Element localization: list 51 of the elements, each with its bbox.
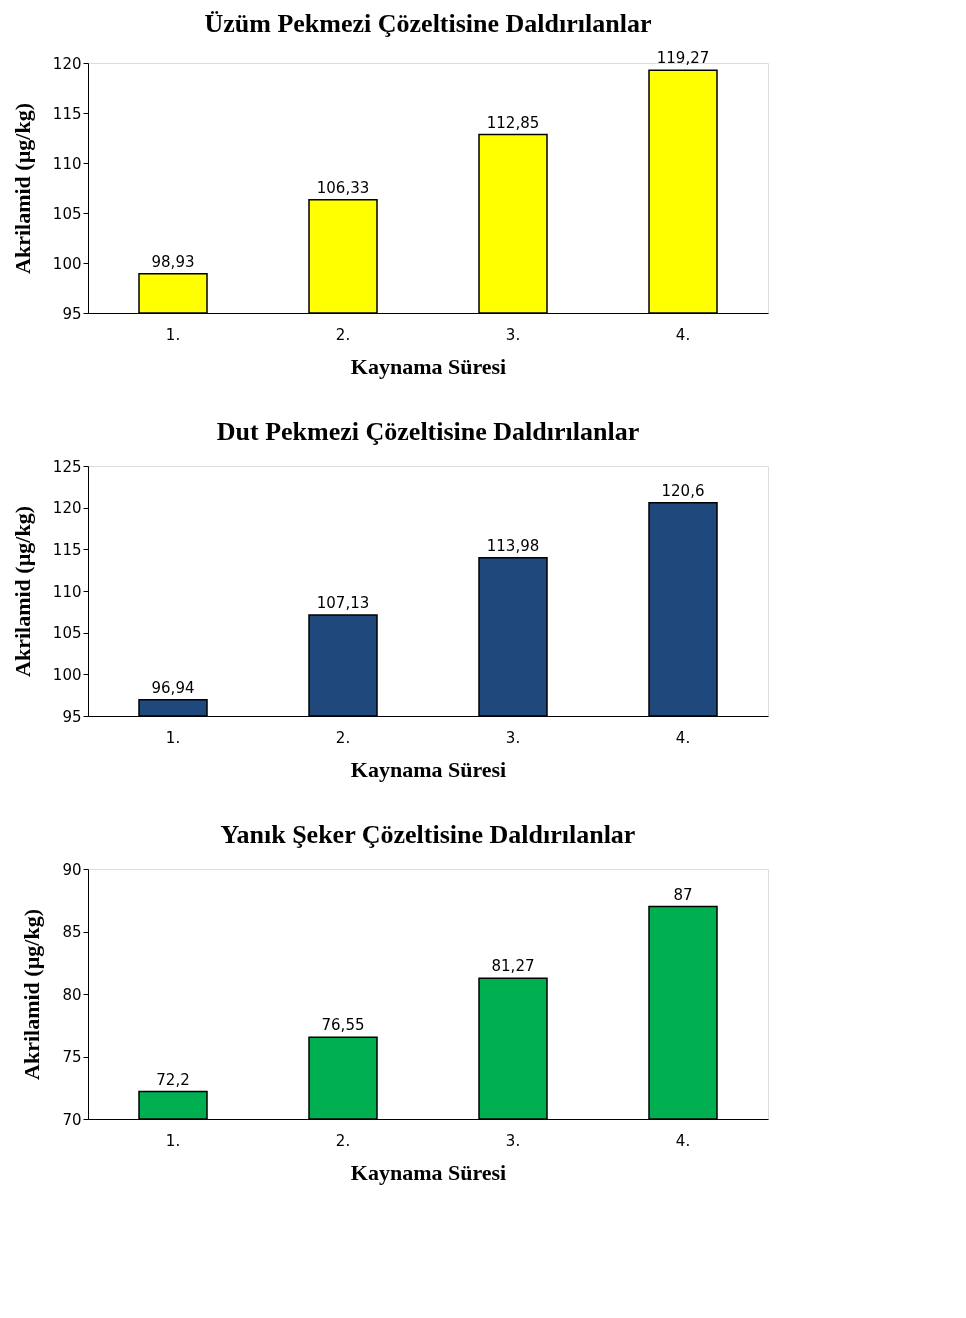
data-label: 120,6	[661, 481, 705, 500]
x-tick-label: 3.	[505, 728, 521, 747]
y-tick-label: 80	[62, 985, 82, 1004]
y-tick-label: 70	[62, 1110, 82, 1129]
y-tick-label: 75	[62, 1048, 82, 1066]
x-tick-label: 1.	[165, 1131, 181, 1150]
data-label: 72,2	[156, 1070, 190, 1089]
y-tick-label: 105	[52, 204, 82, 223]
x-axis-title: Kaynama Süresi	[350, 756, 507, 782]
y-tick-label: 115	[52, 540, 82, 559]
y-tick-label: 100	[52, 254, 82, 273]
y-tick-label: 85	[62, 923, 82, 941]
y-tick-label: 100	[52, 665, 82, 684]
y-axis-title: Akrilamid (µg/kg)	[19, 909, 45, 1080]
x-tick-label: 4.	[675, 728, 691, 747]
data-label: 81,27	[491, 957, 535, 976]
x-tick-label: 1.	[165, 728, 181, 747]
y-tick-label: 115	[52, 104, 82, 123]
x-tick-label: 2.	[335, 728, 351, 747]
y-axis-title: Akrilamid (µg/kg)	[9, 103, 35, 274]
data-label: 107,13	[316, 593, 370, 612]
x-tick-label: 4.	[675, 1131, 691, 1150]
y-axis-title: Akrilamid (µg/kg)	[9, 506, 35, 677]
data-label: 87	[673, 885, 693, 904]
data-label: 113,98	[486, 536, 540, 555]
y-tick-label: 110	[52, 154, 82, 173]
x-tick-label: 4.	[675, 325, 691, 344]
data-label: 112,85	[486, 113, 540, 132]
data-label: 96,94	[151, 678, 195, 697]
y-tick-label: 90	[62, 860, 82, 879]
x-tick-label: 3.	[505, 325, 521, 344]
chart-title: Yanık Şeker Çözeltisine Daldırılanlar	[220, 820, 636, 849]
y-tick-label: 110	[52, 582, 82, 601]
data-label: 119,27	[656, 49, 710, 68]
x-tick-label: 1.	[165, 325, 181, 344]
y-tick-label: 95	[62, 707, 82, 726]
x-axis-title: Kaynama Süresi	[350, 1159, 507, 1185]
data-label: 106,33	[316, 178, 370, 197]
x-tick-label: 2.	[335, 325, 351, 344]
y-tick-label: 95	[62, 304, 82, 323]
data-label: 98,93	[151, 252, 195, 271]
y-tick-label: 120	[52, 54, 82, 73]
y-tick-label: 105	[52, 624, 82, 643]
y-tick-label: 125	[52, 457, 82, 476]
data-label: 76,55	[321, 1016, 365, 1035]
y-tick-label: 120	[52, 499, 82, 518]
x-tick-label: 3.	[505, 1131, 521, 1150]
chart-title: Dut Pekmezi Çözeltisine Daldırılanlar	[216, 417, 640, 446]
x-tick-label: 2.	[335, 1131, 351, 1150]
chart-title: Üzüm Pekmezi Çözeltisine Daldırılanlar	[204, 9, 652, 39]
x-axis-title: Kaynama Süresi	[350, 353, 507, 379]
